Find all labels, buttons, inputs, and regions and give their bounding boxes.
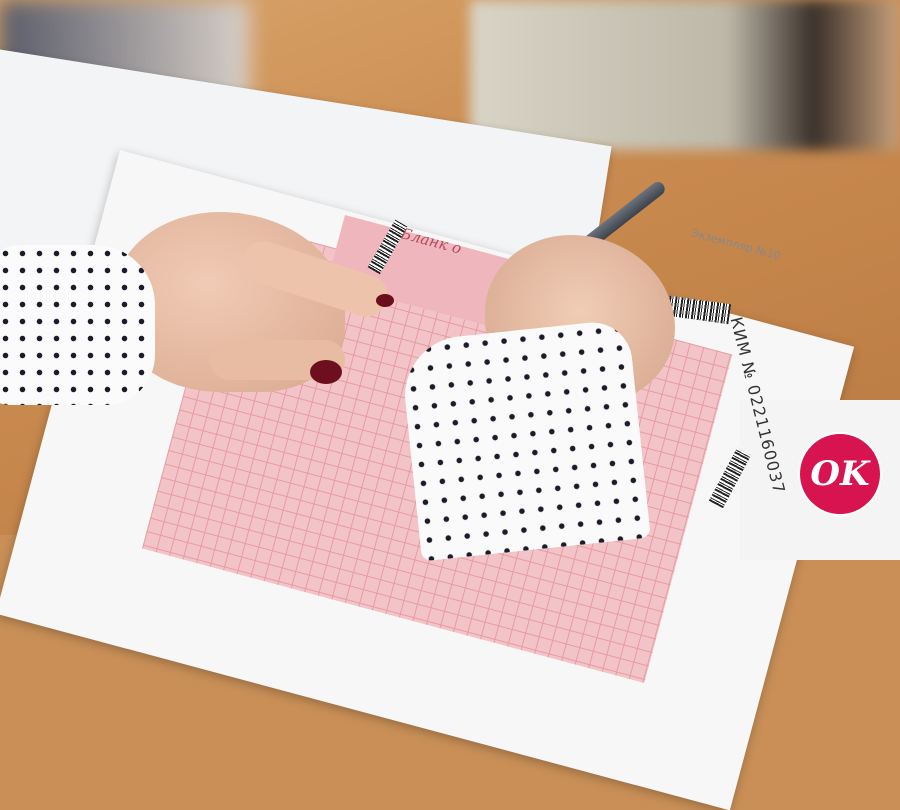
- nail: [376, 294, 394, 307]
- nail: [310, 360, 342, 384]
- ok-logo-text: OK: [810, 454, 870, 494]
- ok-logo: OK: [798, 432, 882, 516]
- background-person-blur: [470, 0, 900, 150]
- polka-dot-sleeve-right: [399, 318, 651, 562]
- polka-dot-sleeve-left: [0, 245, 155, 405]
